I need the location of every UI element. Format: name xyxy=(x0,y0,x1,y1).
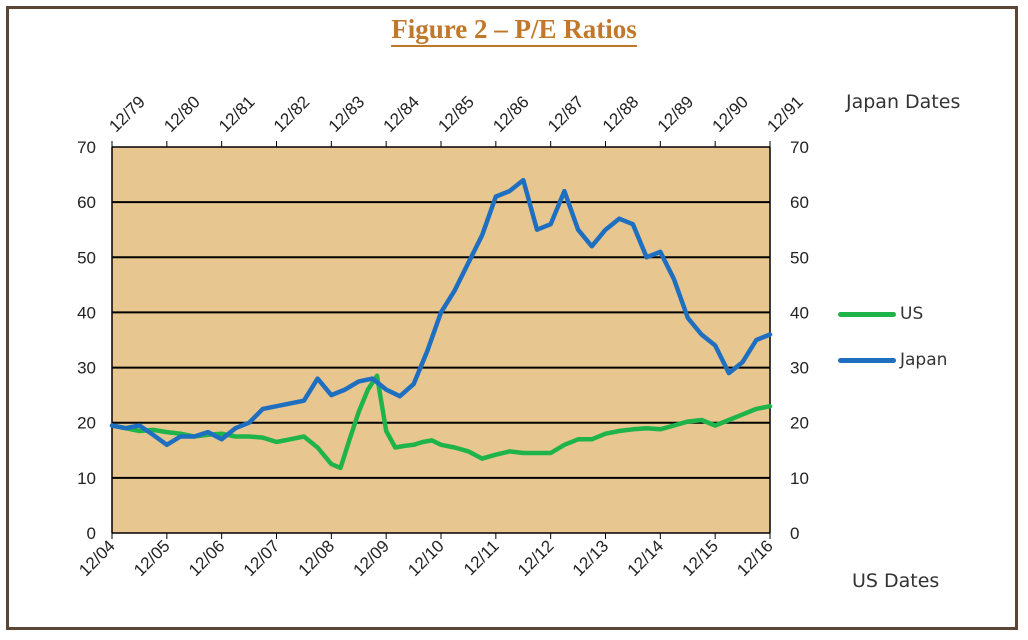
x-top-tick-12/81: 12/81 xyxy=(215,92,259,136)
x-bottom-tick-12/05: 12/05 xyxy=(130,536,174,580)
y-tick-right-0: 0 xyxy=(790,524,799,543)
y-tick-right-10: 10 xyxy=(790,469,809,488)
left-y-axis: 0 10 20 30 40 50 60 70 xyxy=(77,138,96,543)
series-line-us xyxy=(109,373,773,471)
x-top-tick-12/90: 12/90 xyxy=(709,92,753,136)
x-top-tick-12/80: 12/80 xyxy=(160,92,204,136)
y-tick-right-60: 60 xyxy=(790,193,809,212)
y-tick-left-40: 40 xyxy=(77,303,96,322)
y-tick-left-30: 30 xyxy=(77,359,96,378)
x-top-tick-12/89: 12/89 xyxy=(654,92,698,136)
x-bottom-tick-12/12: 12/12 xyxy=(514,536,558,580)
legend-item-japan: Japan xyxy=(838,350,947,370)
japan-dates-label: Japan Dates xyxy=(846,91,961,113)
legend-label-japan: Japan xyxy=(900,350,948,370)
y-tick-left-20: 20 xyxy=(77,414,96,433)
x-top-tick-12/87: 12/87 xyxy=(544,92,588,136)
chart-title: Figure 2 – P/E Ratios xyxy=(0,14,1028,47)
plot-area xyxy=(112,147,770,533)
y-tick-left-50: 50 xyxy=(77,248,96,267)
y-tick-left-60: 60 xyxy=(77,193,96,212)
x-top-tick-12/86: 12/86 xyxy=(489,92,533,136)
legend-swatch-japan xyxy=(838,357,896,363)
y-tick-left-10: 10 xyxy=(77,469,96,488)
legend-item-us: US xyxy=(838,304,923,324)
x-bottom-tick-12/08: 12/08 xyxy=(295,536,339,580)
x-top-tick-12/83: 12/83 xyxy=(325,92,369,136)
legend-label-us: US xyxy=(900,304,924,324)
y-tick-right-40: 40 xyxy=(790,303,809,322)
legend-swatch-us xyxy=(838,311,896,317)
bottom-x-axis-us-dates: 12/04 12/05 12/06 12/07 12/08 12/09 12/10 12/11… xyxy=(75,533,777,580)
y-tick-right-30: 30 xyxy=(790,359,809,378)
x-bottom-tick-12/13: 12/13 xyxy=(569,536,613,580)
right-y-axis: 0 10 20 30 40 50 60 70 xyxy=(790,138,809,543)
series-lines xyxy=(109,177,773,471)
x-bottom-tick-12/16: 12/16 xyxy=(733,536,777,580)
x-bottom-tick-12/09: 12/09 xyxy=(349,536,393,580)
x-top-tick-12/84: 12/84 xyxy=(380,92,424,136)
x-bottom-tick-12/04: 12/04 xyxy=(75,536,119,580)
top-x-axis-japan-dates: 12/79 12/80 12/81 12/82 12/83 12/84 12/85 12/86… xyxy=(105,92,807,147)
series-line-japan xyxy=(109,177,773,448)
x-top-tick-12/79: 12/79 xyxy=(105,92,149,136)
x-top-tick-12/88: 12/88 xyxy=(599,92,643,136)
x-bottom-tick-12/14: 12/14 xyxy=(624,536,668,580)
x-top-tick-12/82: 12/82 xyxy=(270,92,314,136)
y-tick-left-0: 0 xyxy=(87,524,96,543)
y-tick-right-50: 50 xyxy=(790,248,809,267)
x-bottom-tick-12/10: 12/10 xyxy=(404,536,448,580)
x-bottom-tick-12/07: 12/07 xyxy=(240,536,284,580)
y-tick-right-20: 20 xyxy=(790,414,809,433)
x-bottom-tick-12/06: 12/06 xyxy=(185,536,229,580)
y-tick-right-70: 70 xyxy=(790,138,809,157)
x-top-tick-12/85: 12/85 xyxy=(434,92,478,136)
x-top-tick-12/91: 12/91 xyxy=(763,92,807,136)
y-tick-left-70: 70 xyxy=(77,138,96,157)
us-dates-label: US Dates xyxy=(852,570,940,592)
x-bottom-tick-12/11: 12/11 xyxy=(460,536,503,579)
x-bottom-tick-12/15: 12/15 xyxy=(678,536,722,580)
